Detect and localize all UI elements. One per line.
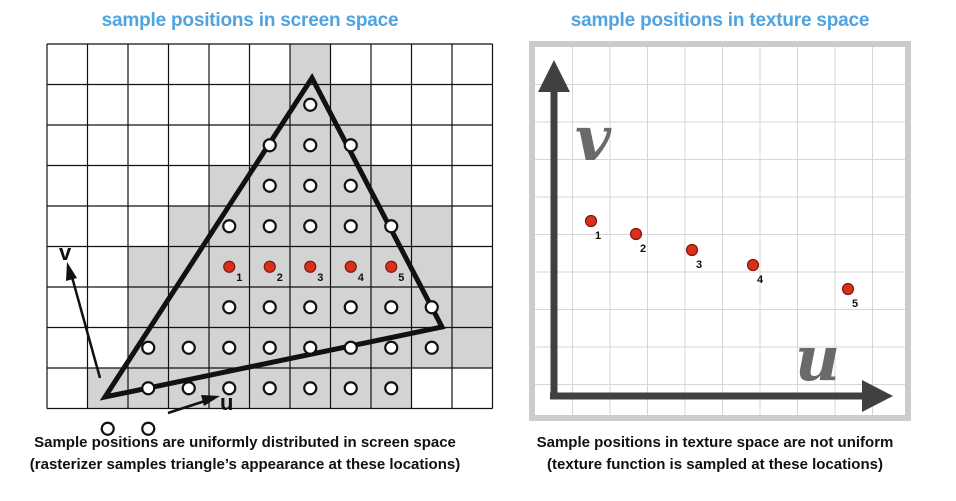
triangle [99, 73, 446, 401]
left-panel-title: sample positions in screen space [101, 10, 399, 31]
sample-point [262, 300, 277, 315]
screen-sample-label: 2 [277, 272, 283, 284]
texture-sample-label: 3 [696, 259, 702, 271]
sample-point [262, 340, 277, 355]
texture-v-label: v [575, 102, 612, 175]
sample-point [222, 381, 237, 396]
texture-u-label: u [795, 322, 840, 395]
sample-point [262, 219, 277, 234]
sample-point [303, 138, 318, 153]
texture-space-panel: v u 1 2 3 4 5 [529, 41, 911, 421]
texture-sample-label: 4 [757, 274, 764, 286]
screen-v-axis [70, 276, 102, 379]
left-caption-line2: (rasterizer samples triangle’s appearanc… [29, 456, 461, 473]
sample-point [384, 300, 399, 315]
sample-point [181, 381, 196, 396]
screen-sample-label: 1 [236, 272, 242, 284]
screen-v-label: v [59, 240, 72, 265]
sample-point [222, 219, 237, 234]
texture-v-arrowhead [538, 60, 570, 92]
right-panel-title: sample positions in texture space [570, 10, 870, 31]
screen-space-panel: 1 2 3 4 5 v u [46, 43, 494, 436]
sample-point [303, 300, 318, 315]
right-panel-caption: Sample positions in texture space are no… [485, 432, 945, 476]
sample-point [303, 340, 318, 355]
highlighted-sample-point [344, 260, 357, 273]
texture-grid [535, 47, 905, 415]
screen-u-arrowhead [201, 395, 220, 406]
sample-point [303, 97, 318, 112]
texture-sample-label: 1 [595, 230, 601, 242]
sample-point [100, 421, 115, 436]
sample-point [384, 219, 399, 234]
sample-point [141, 421, 156, 436]
screen-v-arrowhead [66, 262, 77, 281]
sample-point [262, 178, 277, 193]
highlighted-sample-point [385, 260, 398, 273]
texture-sample-point [629, 227, 643, 241]
sample-point [343, 340, 358, 355]
sample-point [303, 178, 318, 193]
screen-sample-label: 4 [358, 272, 365, 284]
screen-samples [100, 97, 439, 436]
texture-sample-point [584, 214, 598, 228]
sample-point [343, 138, 358, 153]
sample-point [343, 219, 358, 234]
sample-point [343, 300, 358, 315]
texture-sample-label: 5 [852, 298, 858, 310]
sample-point [262, 381, 277, 396]
sample-point [181, 340, 196, 355]
highlighted-sample-point [223, 260, 236, 273]
sample-point [384, 381, 399, 396]
texture-sample-point [841, 282, 855, 296]
right-caption-line1: Sample positions in texture space are no… [536, 434, 894, 451]
sample-point [303, 219, 318, 234]
sample-point [262, 138, 277, 153]
sample-point [424, 340, 439, 355]
sample-point [222, 300, 237, 315]
sample-point [343, 381, 358, 396]
screen-u-axis [167, 398, 209, 415]
screen-sample-labels: 1 2 3 4 5 [236, 272, 404, 284]
texture-frame [529, 41, 911, 421]
sample-point [384, 340, 399, 355]
texture-sample-point [685, 243, 699, 257]
texture-u-arrowhead [862, 380, 893, 412]
sample-point [343, 178, 358, 193]
texture-sample-label: 2 [640, 243, 646, 255]
sample-point [424, 300, 439, 315]
screen-sample-label: 3 [317, 272, 323, 284]
sample-point [222, 340, 237, 355]
screen-sample-label: 5 [398, 272, 404, 284]
screen-u-label: u [220, 390, 233, 415]
left-panel-caption: Sample positions are uniformly distribut… [10, 432, 480, 476]
sample-point [141, 340, 156, 355]
sample-point [141, 381, 156, 396]
left-caption-line1: Sample positions are uniformly distribut… [34, 434, 456, 451]
sample-point [303, 381, 318, 396]
highlighted-sample-point [263, 260, 276, 273]
texture-sample-point [746, 258, 760, 272]
texture-samples: 1 2 3 4 5 [584, 214, 858, 310]
highlighted-sample-point [304, 260, 317, 273]
right-caption-line2: (texture function is sampled at these lo… [547, 456, 883, 473]
